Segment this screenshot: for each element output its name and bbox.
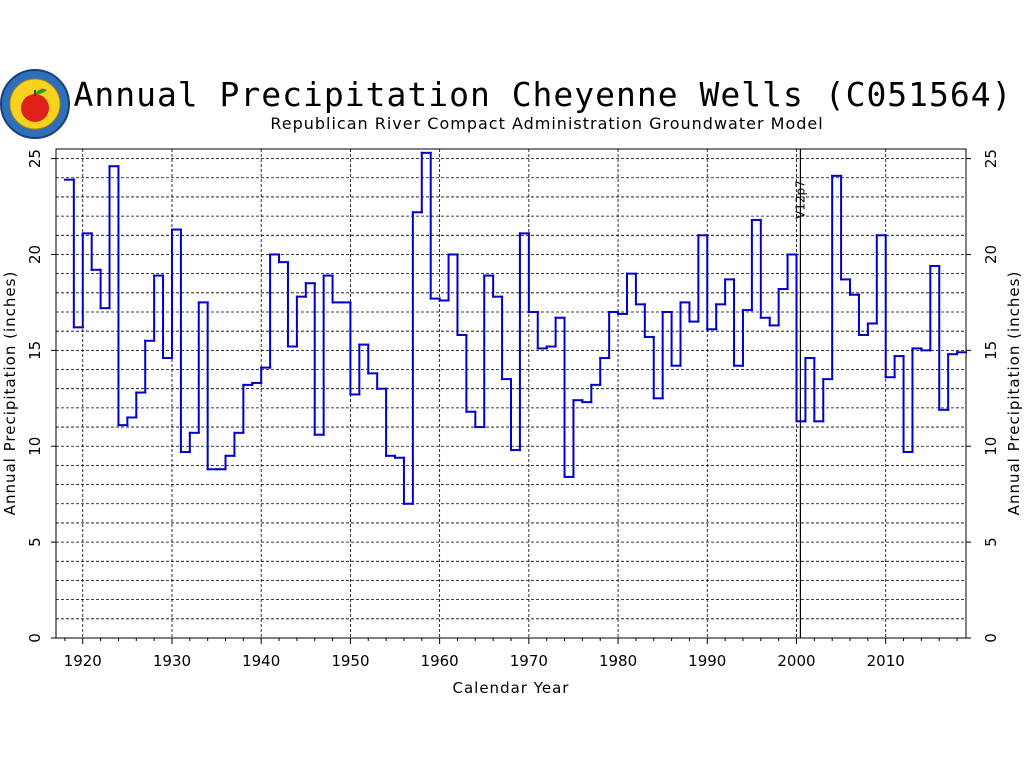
x-tick-label: 1940 — [242, 652, 280, 670]
y-tick-label-left: 15 — [26, 341, 44, 360]
y-tick-label-right: 15 — [982, 341, 1000, 360]
y-axis-label-right: Annual Precipitation (inches) — [1005, 271, 1023, 516]
annotation-label: V12p7 — [793, 180, 807, 219]
y-tick-label-right: 25 — [982, 149, 1000, 168]
x-tick-label: 2010 — [867, 652, 905, 670]
x-tick-label: 1970 — [510, 652, 548, 670]
tick-layer: 1920 1930 1940 1950 1960 1970 1980 1990 2000 2010… — [26, 149, 1000, 670]
logo-seal — [0, 69, 70, 139]
chart-subtitle: Republican River Compact Administration … — [270, 114, 823, 133]
y-tick-label-left: 10 — [26, 437, 44, 456]
x-tick-label: 1960 — [421, 652, 459, 670]
y-tick-label-left: 0 — [26, 633, 44, 643]
x-tick-label: 1930 — [153, 652, 191, 670]
x-tick-label: 1920 — [64, 652, 102, 670]
y-tick-label-left: 5 — [26, 537, 44, 547]
y-tick-label-right: 20 — [982, 245, 1000, 264]
y-tick-label-right: 5 — [982, 537, 1000, 547]
x-tick-label: 1990 — [688, 652, 726, 670]
x-tick-label: 1950 — [331, 652, 369, 670]
x-axis-label: Calendar Year — [453, 679, 570, 697]
chart-title: Annual Precipitation Cheyenne Wells (C05… — [73, 75, 1012, 114]
annotation-layer: V12p7 — [793, 149, 807, 638]
y-tick-label-left: 20 — [26, 245, 44, 264]
x-tick-label: 2000 — [777, 652, 815, 670]
y-axis-label-left: Annual Precipitation (inches) — [1, 271, 19, 516]
y-tick-label-right: 0 — [982, 633, 1000, 643]
x-tick-label: 1980 — [599, 652, 637, 670]
series-layer — [63, 151, 967, 505]
y-tick-label-right: 10 — [982, 437, 1000, 456]
y-tick-label-left: 25 — [26, 149, 44, 168]
